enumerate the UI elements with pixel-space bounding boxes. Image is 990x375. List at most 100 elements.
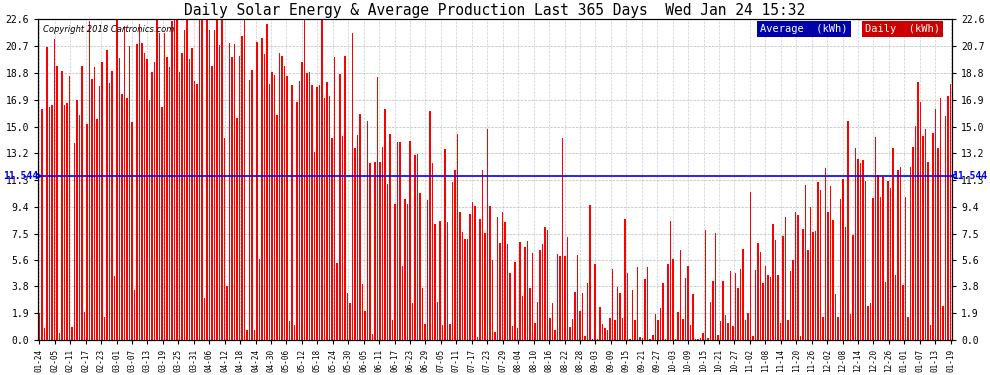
Bar (364, 311, 365, 340)
Bar (695, 339, 696, 340)
Bar (795, 212, 796, 340)
Bar (715, 233, 716, 340)
Bar (459, 212, 460, 340)
Bar (785, 217, 786, 340)
Bar (885, 282, 886, 340)
Bar (882, 177, 884, 340)
Bar (56, 66, 57, 340)
Bar (309, 72, 311, 340)
Bar (684, 278, 686, 340)
Bar (81, 66, 82, 340)
Bar (307, 73, 308, 340)
Bar (264, 54, 265, 340)
Bar (266, 24, 268, 340)
Bar (828, 212, 829, 340)
Bar (68, 76, 70, 340)
Bar (184, 30, 185, 340)
Bar (950, 84, 951, 340)
Bar (520, 242, 521, 340)
Bar (507, 244, 508, 340)
Bar (940, 98, 941, 340)
Bar (679, 250, 681, 340)
Bar (142, 43, 143, 340)
Bar (234, 44, 236, 340)
Bar (649, 339, 651, 340)
Bar (291, 86, 293, 340)
Bar (559, 256, 561, 340)
Bar (153, 62, 155, 340)
Bar (625, 219, 626, 340)
Bar (913, 147, 914, 340)
Bar (642, 338, 644, 340)
Bar (905, 197, 907, 340)
Bar (652, 335, 653, 340)
Bar (216, 20, 218, 340)
Bar (535, 323, 536, 340)
Bar (818, 182, 819, 340)
Bar (540, 250, 541, 340)
Bar (63, 105, 65, 340)
Bar (620, 293, 621, 340)
Bar (622, 318, 624, 340)
Bar (562, 138, 563, 340)
Bar (354, 148, 355, 340)
Bar (371, 334, 373, 340)
Bar (156, 20, 157, 340)
Bar (101, 62, 103, 340)
Bar (720, 321, 721, 340)
Bar (148, 100, 150, 340)
Bar (900, 166, 901, 340)
Bar (599, 307, 601, 340)
Bar (369, 163, 370, 340)
Bar (659, 308, 661, 340)
Bar (597, 339, 598, 340)
Bar (134, 291, 136, 340)
Bar (329, 96, 331, 340)
Bar (474, 206, 476, 340)
Bar (181, 53, 183, 340)
Bar (432, 163, 434, 340)
Bar (49, 107, 50, 340)
Bar (752, 336, 753, 340)
Bar (942, 306, 943, 340)
Bar (248, 80, 250, 340)
Bar (339, 74, 341, 340)
Bar (334, 57, 336, 340)
Bar (918, 82, 919, 340)
Bar (337, 263, 338, 340)
Bar (707, 338, 709, 340)
Bar (587, 283, 588, 340)
Bar (615, 320, 616, 340)
Bar (479, 219, 481, 340)
Bar (825, 168, 827, 340)
Bar (253, 330, 255, 340)
Bar (374, 162, 375, 340)
Text: Average  (kWh): Average (kWh) (760, 24, 847, 34)
Bar (807, 250, 809, 340)
Bar (194, 81, 195, 340)
Bar (469, 214, 470, 340)
Bar (114, 276, 115, 340)
Bar (537, 302, 539, 340)
Bar (842, 179, 843, 340)
Bar (690, 326, 691, 340)
Bar (532, 253, 534, 340)
Bar (44, 328, 45, 340)
Title: Daily Solar Energy & Average Production Last 365 Days  Wed Jan 24 15:32: Daily Solar Energy & Average Production … (184, 3, 806, 18)
Bar (644, 279, 646, 340)
Bar (930, 325, 932, 340)
Bar (242, 36, 243, 340)
Bar (239, 56, 241, 340)
Bar (412, 303, 413, 340)
Bar (137, 44, 138, 340)
Bar (104, 316, 105, 340)
Bar (404, 199, 406, 340)
Bar (119, 58, 120, 340)
Bar (635, 320, 636, 340)
Bar (251, 70, 252, 340)
Bar (186, 20, 188, 340)
Bar (757, 243, 758, 340)
Bar (546, 230, 548, 340)
Bar (700, 338, 701, 340)
Bar (840, 199, 842, 340)
